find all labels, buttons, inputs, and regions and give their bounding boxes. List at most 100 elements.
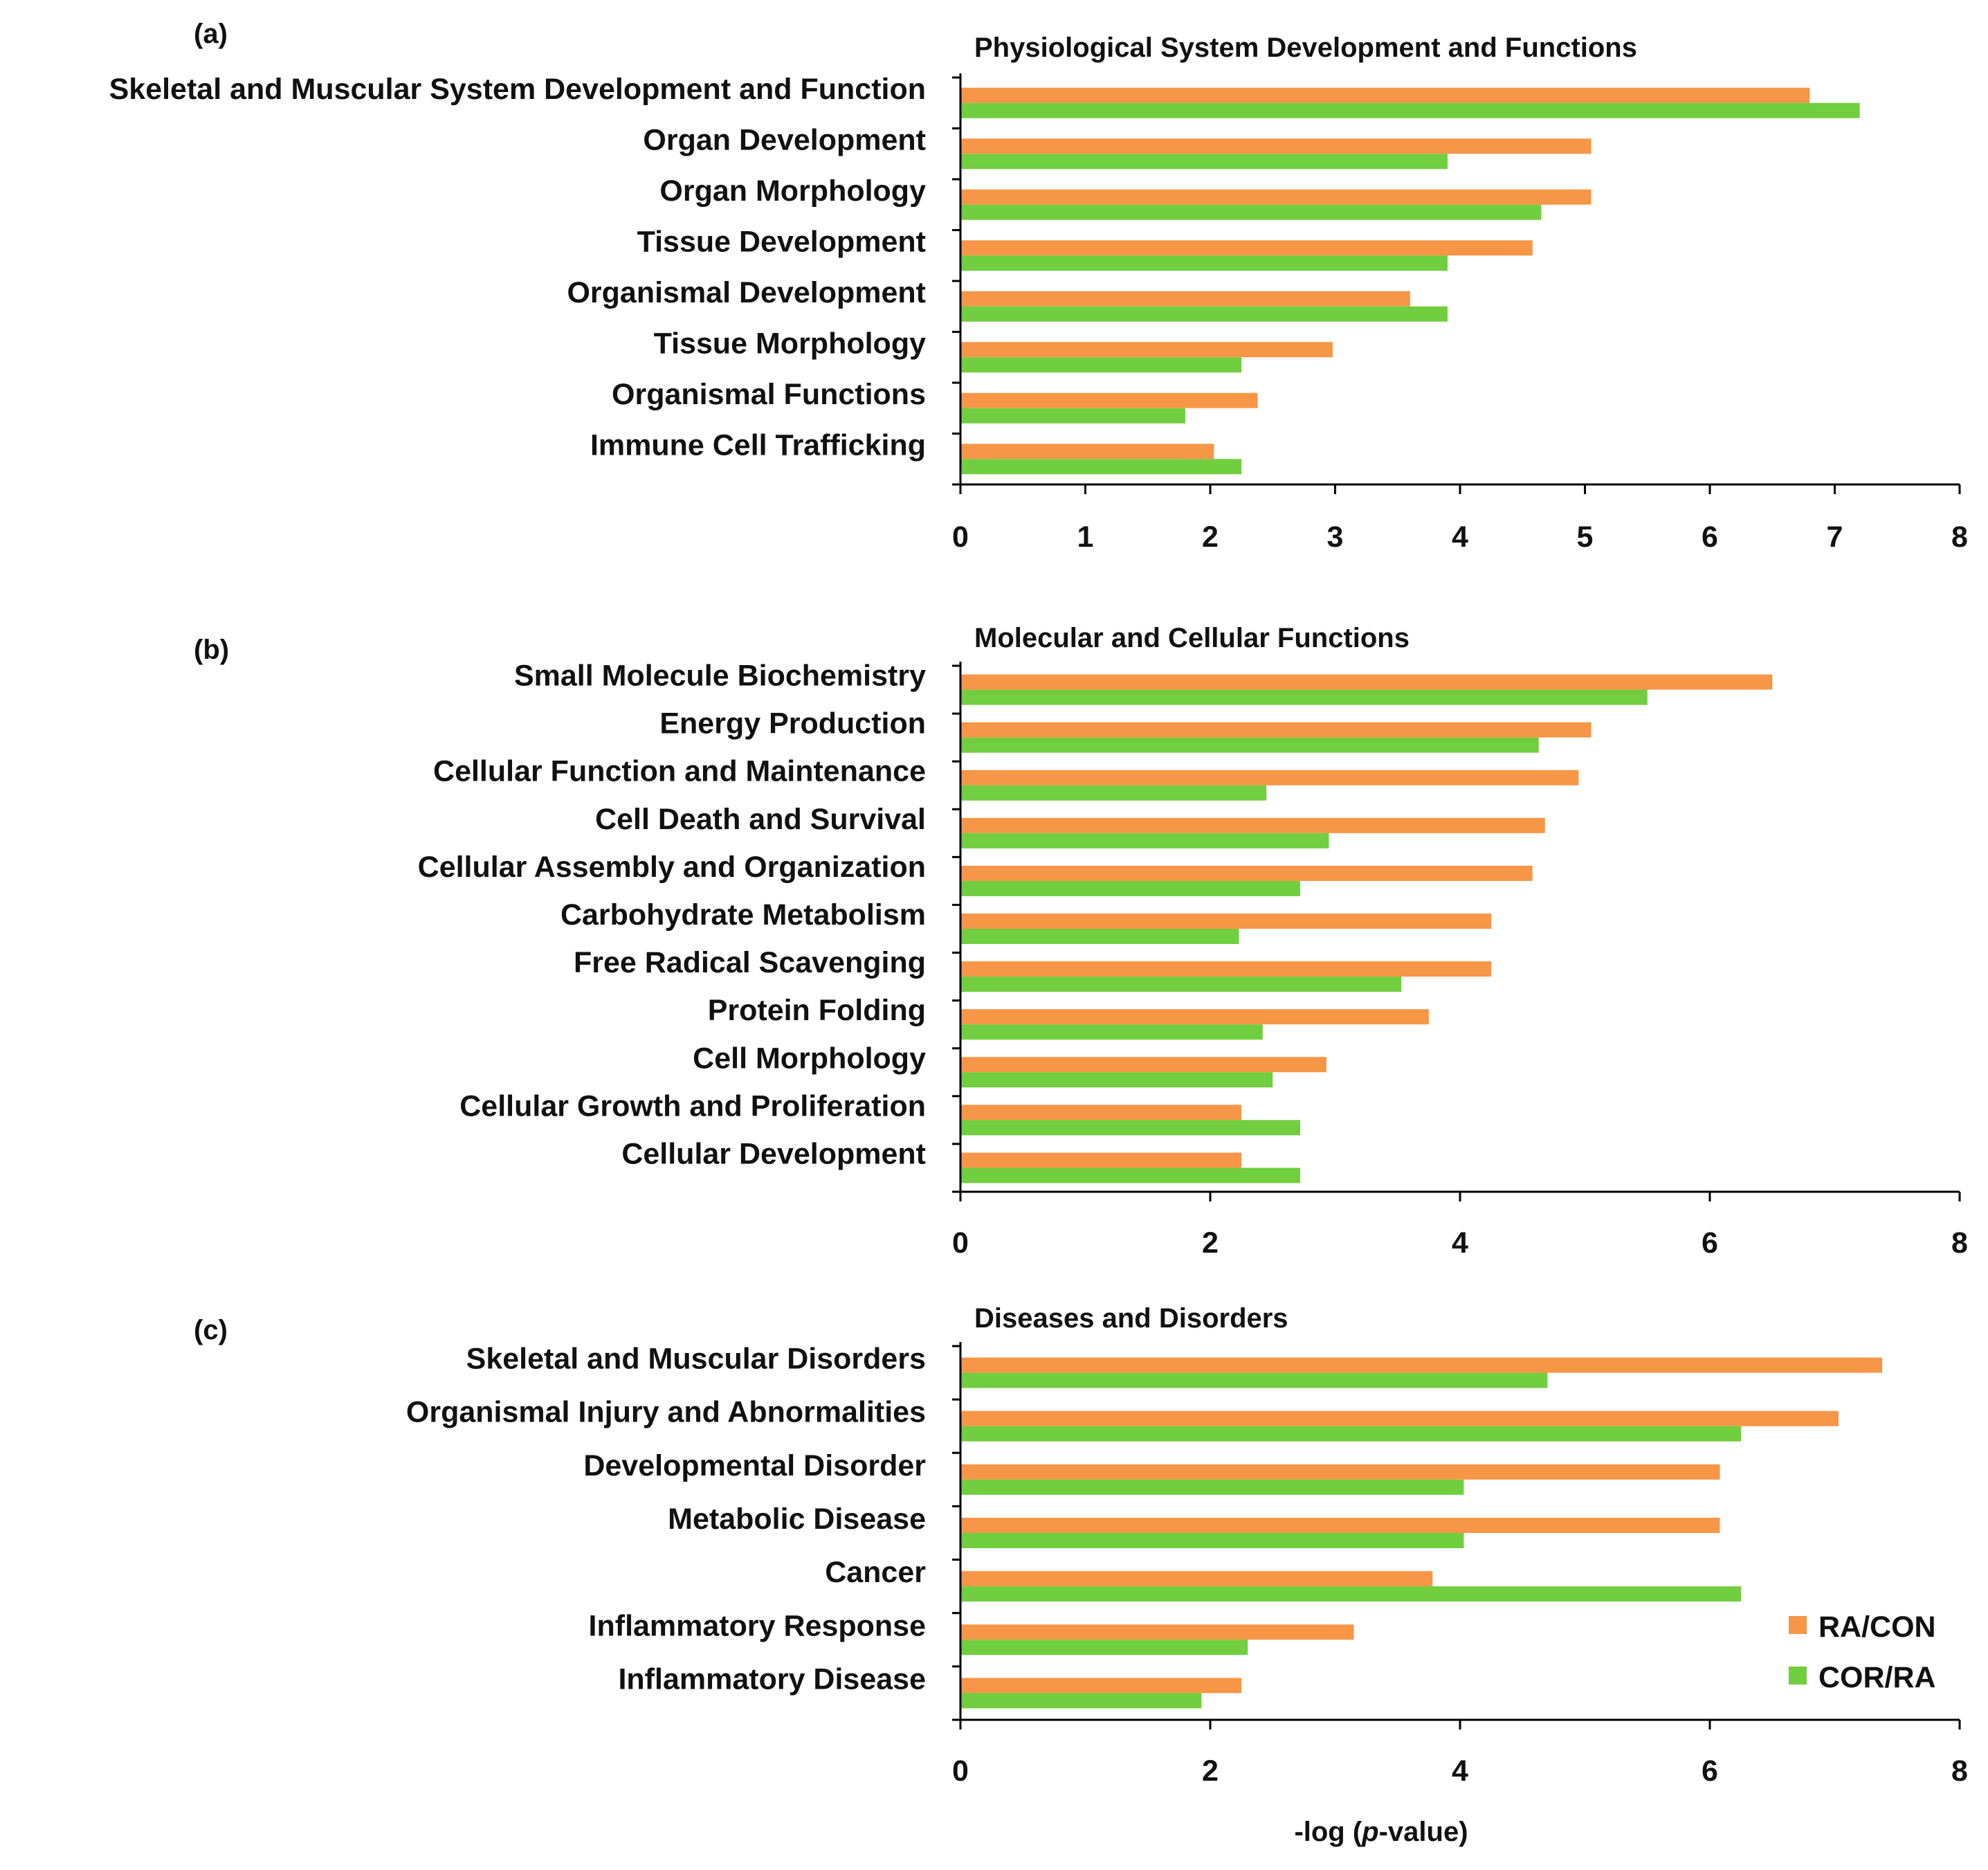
bar-cor-ra xyxy=(960,154,1448,170)
bar-ra-con xyxy=(960,1009,1429,1025)
bar-cor-ra xyxy=(960,1168,1300,1183)
bar-cor-ra xyxy=(960,1426,1742,1442)
bar-cor-ra xyxy=(960,102,1860,118)
bar-ra-con xyxy=(960,961,1492,977)
bar-cor-ra xyxy=(960,880,1300,896)
category-label: Cellular Growth and Proliferation xyxy=(459,1089,926,1123)
bar-cor-ra xyxy=(960,737,1539,753)
legend-swatch-ra-con xyxy=(1789,1616,1807,1634)
bar-ra-con xyxy=(960,1357,1883,1373)
category-label: Organ Morphology xyxy=(659,174,926,208)
category-label: Inflammatory Disease xyxy=(618,1662,926,1696)
bar-ra-con xyxy=(960,138,1592,154)
category-label: Cancer xyxy=(825,1556,926,1589)
category-label: Small Molecule Biochemistry xyxy=(514,660,926,693)
category-label: Carbohydrate Metabolism xyxy=(560,898,926,932)
x-tick-label: 6 xyxy=(1702,520,1718,554)
bar-cor-ra xyxy=(960,1072,1273,1088)
category-label: Cellular Development xyxy=(621,1137,926,1170)
panel-title: Molecular and Cellular Functions xyxy=(974,623,1410,653)
panel-b: (b) Molecular and Cellular Functions Small… xyxy=(194,623,1968,1260)
panel-label: (a) xyxy=(194,19,228,49)
category-label: Skeletal and Muscular System Development… xyxy=(109,73,926,106)
x-tick-label: 1 xyxy=(1077,520,1094,554)
x-tick-label: 0 xyxy=(952,1754,969,1788)
x-tick-label: 2 xyxy=(1202,1754,1219,1788)
bar-ra-con xyxy=(960,722,1592,738)
bar-cor-ra xyxy=(960,357,1242,373)
bar-cor-ra xyxy=(960,1024,1263,1040)
bar-ra-con xyxy=(960,1518,1720,1533)
bar-ra-con xyxy=(960,865,1533,881)
category-label: Organismal Functions xyxy=(612,378,926,411)
bar-cor-ra xyxy=(960,929,1239,944)
category-label: Skeletal and Muscular Disorders xyxy=(466,1343,926,1376)
bar-ra-con xyxy=(960,87,1810,103)
bar-ra-con xyxy=(960,1624,1354,1640)
category-label: Free Radical Scavenging xyxy=(574,946,926,979)
x-tick-label: 0 xyxy=(952,1226,969,1260)
bar-cor-ra xyxy=(960,408,1185,424)
category-label: Organismal Injury and Abnormalities xyxy=(406,1396,926,1429)
bar-cor-ra xyxy=(960,833,1329,848)
bar-ra-con xyxy=(960,392,1258,408)
bar-cor-ra xyxy=(960,1640,1248,1655)
category-label: Developmental Disorder xyxy=(583,1449,926,1482)
bar-ra-con xyxy=(960,189,1592,205)
category-label: Energy Production xyxy=(659,707,926,741)
bar-ra-con xyxy=(960,240,1533,256)
x-tick-label: 3 xyxy=(1327,520,1344,554)
bar-cor-ra xyxy=(960,204,1542,220)
legend-label: COR/RA xyxy=(1818,1661,1936,1694)
bar-cor-ra xyxy=(960,1372,1548,1388)
legend-swatch-cor-ra xyxy=(1789,1667,1807,1685)
bar-ra-con xyxy=(960,444,1214,460)
bar-ra-con xyxy=(960,1678,1242,1694)
category-label: Cell Morphology xyxy=(693,1042,926,1075)
bar-ra-con xyxy=(960,674,1773,690)
bar-ra-con xyxy=(960,1464,1720,1480)
category-label: Organ Development xyxy=(643,123,926,156)
panel-c: (c) Diseases and Disorders Skeletal and Mu… xyxy=(194,1303,1968,1788)
bar-ra-con xyxy=(960,817,1545,833)
bar-cor-ra xyxy=(960,689,1648,705)
bar-cor-ra xyxy=(960,255,1448,271)
panel-label: (c) xyxy=(194,1315,228,1345)
x-tick-label: 8 xyxy=(1951,520,1968,554)
x-tick-label: 4 xyxy=(1452,520,1468,554)
category-label: Organismal Development xyxy=(567,276,926,309)
category-label: Metabolic Disease xyxy=(668,1503,926,1536)
category-label: Inflammatory Response xyxy=(589,1609,926,1642)
bar-cor-ra xyxy=(960,1120,1300,1136)
x-tick-label: 8 xyxy=(1951,1226,1968,1260)
panel-title: Physiological System Development and Fun… xyxy=(974,33,1637,63)
bar-cor-ra xyxy=(960,306,1448,322)
bar-ra-con xyxy=(960,770,1579,786)
x-tick-label: 5 xyxy=(1577,520,1594,554)
category-label: Protein Folding xyxy=(708,994,926,1027)
bar-ra-con xyxy=(960,1152,1242,1168)
legend-label: RA/CON xyxy=(1818,1610,1936,1644)
x-tick-label: 4 xyxy=(1452,1226,1468,1260)
x-axis-title: -log (p-value) xyxy=(1294,1817,1468,1847)
x-tick-label: 4 xyxy=(1452,1754,1468,1788)
bar-ra-con xyxy=(960,342,1333,358)
category-label: Cellular Function and Maintenance xyxy=(433,755,926,788)
bar-cor-ra xyxy=(960,1533,1464,1548)
x-tick-label: 7 xyxy=(1827,520,1843,554)
bar-ra-con xyxy=(960,1410,1839,1426)
bar-cor-ra xyxy=(960,1479,1464,1495)
bar-ra-con xyxy=(960,1057,1326,1073)
x-tick-label: 2 xyxy=(1202,1226,1219,1260)
bar-ra-con xyxy=(960,291,1410,307)
bar-cor-ra xyxy=(960,459,1242,475)
panel-a: (a) Physiological System Development and … xyxy=(109,19,1968,554)
panel-title: Diseases and Disorders xyxy=(974,1303,1288,1334)
x-tick-label: 6 xyxy=(1702,1754,1718,1788)
x-tick-label: 6 xyxy=(1702,1226,1718,1260)
category-label: Tissue Development xyxy=(637,225,926,258)
bar-cor-ra xyxy=(960,977,1402,992)
x-tick-label: 2 xyxy=(1202,520,1219,554)
category-label: Cellular Assembly and Organization xyxy=(418,851,926,884)
